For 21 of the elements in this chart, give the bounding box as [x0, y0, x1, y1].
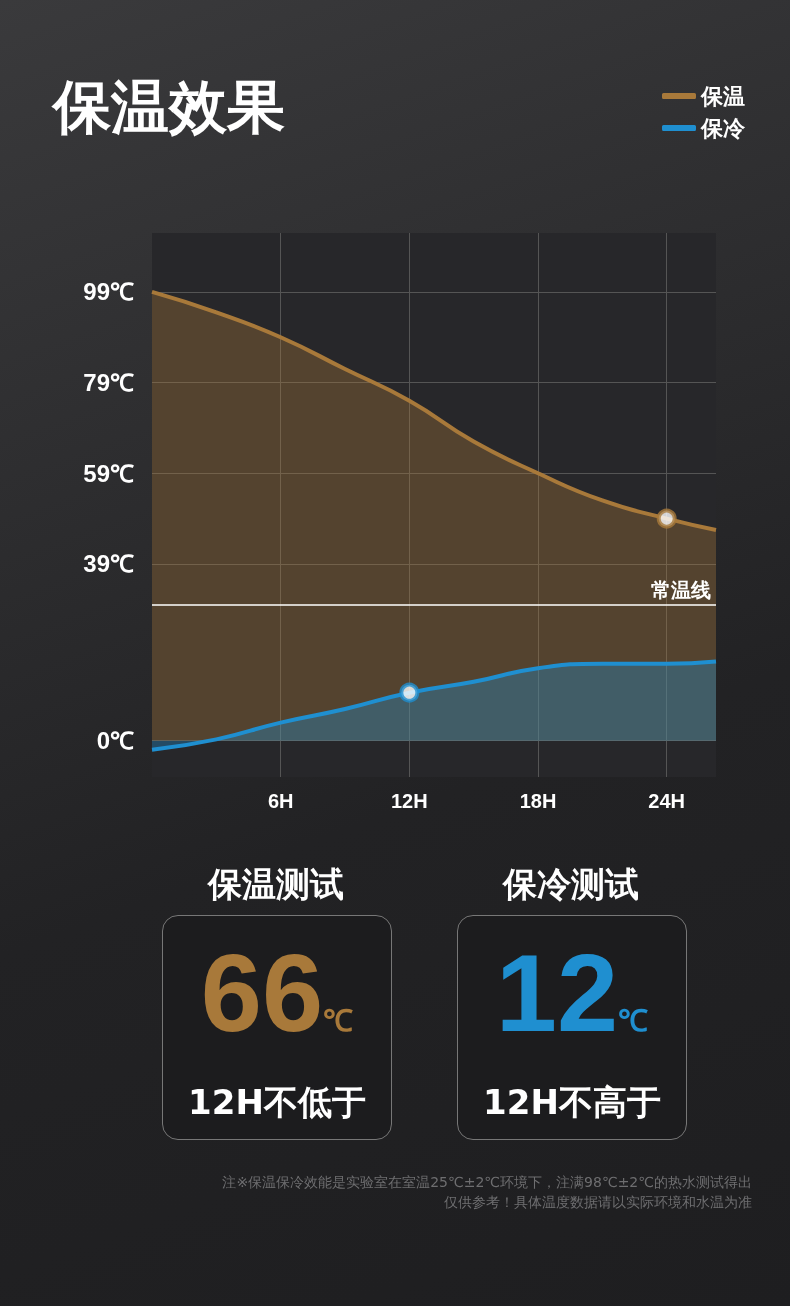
- text: 12H不高于: [482, 1081, 662, 1124]
- text: 12℃: [494, 931, 650, 1056]
- text: 注※保温保冷效能是实验室在室温25℃±2℃环境下，注满98℃±2℃的热水测试得出: [221, 1174, 752, 1192]
- y-tick-label: 79℃: [83, 369, 134, 397]
- x-tick-label: 18H: [519, 790, 557, 812]
- y-tick-label: 99℃: [83, 278, 134, 306]
- text: 66℃: [199, 931, 355, 1056]
- x-tick-label: 12H: [390, 790, 428, 812]
- x-tick-label: 6H: [267, 790, 294, 812]
- text: 保温测试: [206, 863, 345, 906]
- text: 仅供参考！具体温度数据请以实际环境和水温为准: [443, 1194, 752, 1212]
- legend-label: 保冷: [700, 115, 746, 141]
- legend-label: 保温: [700, 83, 745, 109]
- text: 保冷测试: [501, 863, 640, 906]
- ref-line-label: 常温线: [651, 578, 711, 601]
- x-tick-label: 24H: [648, 790, 686, 812]
- y-tick-label: 59℃: [83, 459, 134, 487]
- y-tick-label: 39℃: [83, 550, 134, 578]
- chart-title: 保温效果: [51, 73, 285, 139]
- text: 12H不低于: [187, 1081, 367, 1124]
- y-tick-label: 0℃: [96, 727, 134, 755]
